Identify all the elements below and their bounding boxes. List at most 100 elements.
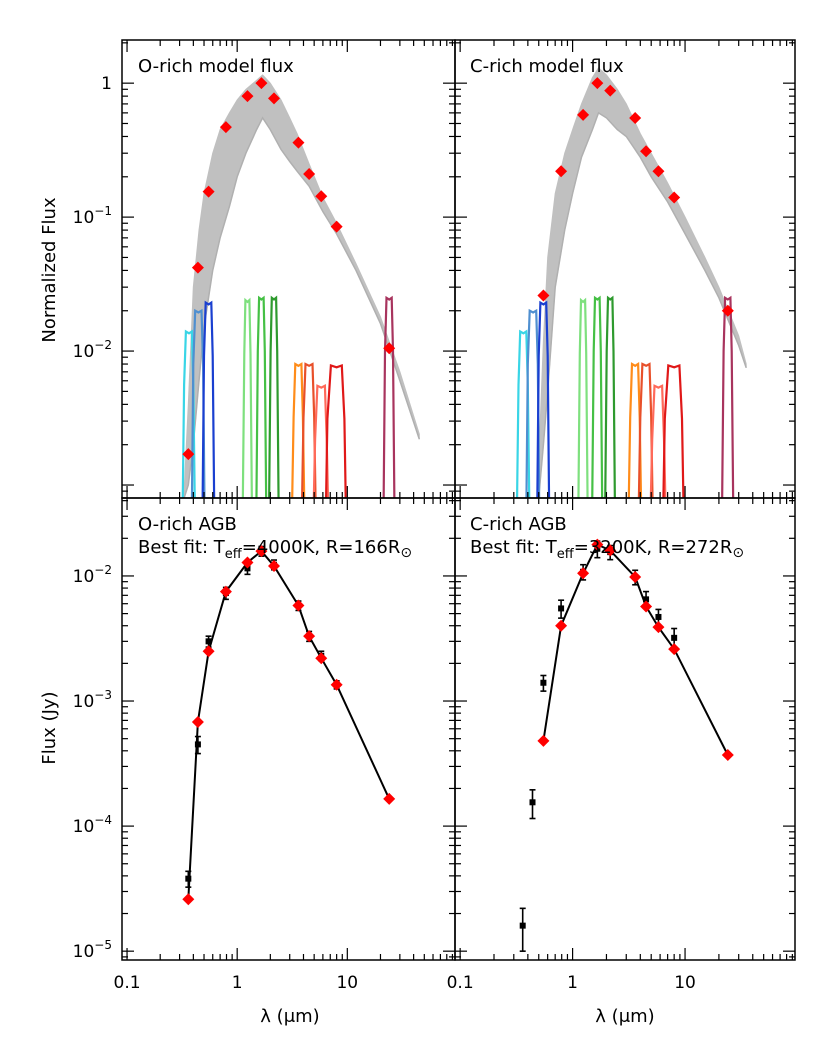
filter-curve-11 bbox=[721, 295, 735, 498]
model-photometry-point bbox=[182, 448, 195, 461]
observed-point bbox=[519, 922, 526, 929]
filter-curve-6 bbox=[604, 295, 616, 498]
model-photometry-point bbox=[268, 560, 281, 573]
model-photometry-point bbox=[383, 342, 396, 355]
filter-curve-8 bbox=[637, 362, 654, 498]
model-photometry-point bbox=[202, 185, 215, 198]
best-fit-bottom-left: Best fit: Teff=4000K, R=166R⊙ bbox=[138, 537, 412, 562]
model-photometry-point bbox=[629, 111, 642, 124]
sun-symbol: ⊙ bbox=[732, 545, 744, 561]
y-tick-label: 1 bbox=[101, 74, 112, 94]
model-photometry-point bbox=[202, 645, 215, 658]
y-tick-label: 10−1 bbox=[73, 204, 112, 228]
y-tick-label: 10−5 bbox=[73, 938, 112, 962]
observed-point bbox=[655, 613, 662, 620]
panel-title-top-right: C-rich model flux bbox=[470, 56, 624, 77]
model-photometry-point bbox=[330, 220, 343, 233]
model-photometry-point bbox=[182, 893, 195, 906]
x-tick-label: 1 bbox=[567, 973, 578, 993]
model-photometry-point bbox=[640, 145, 653, 158]
filter-curve-6 bbox=[268, 295, 280, 498]
panel-title-bottom-right: C-rich AGB bbox=[470, 514, 567, 535]
model-photometry-point bbox=[591, 77, 604, 90]
x-tick-label: 1 bbox=[232, 973, 243, 993]
model-photometry-point bbox=[537, 289, 550, 302]
plot-area bbox=[181, 74, 421, 498]
panel-c-rich-agb: 0.1 1 10 bbox=[447, 497, 796, 993]
y-tick-label: 10−3 bbox=[73, 688, 112, 712]
panel-title-top-left: O-rich model flux bbox=[138, 56, 294, 77]
observed-point bbox=[671, 634, 678, 641]
model-photometry-point bbox=[577, 567, 590, 580]
panel-o-rich-agb: 0.1 1 10 10−2 10−3 10−4 10−5 bbox=[73, 497, 456, 993]
filter-curve-3 bbox=[201, 300, 216, 498]
fit-values: =3200K, R=272R bbox=[574, 537, 733, 558]
model-photometry-point bbox=[383, 792, 396, 805]
panel-o-rich-model-flux: 1 10−1 10−2 bbox=[73, 39, 456, 499]
model-photometry-point bbox=[652, 165, 665, 178]
model-photometry-point bbox=[315, 652, 328, 665]
model-photometry-point bbox=[629, 571, 642, 584]
y-tick-label: 10−2 bbox=[73, 563, 112, 587]
panel-title-bottom-left: O-rich AGB bbox=[138, 514, 237, 535]
panel-c-rich-model-flux bbox=[454, 39, 796, 499]
model-sed-line bbox=[542, 543, 729, 756]
model-photometry-point bbox=[191, 261, 204, 274]
filter-curve-4 bbox=[241, 297, 253, 498]
model-photometry-point bbox=[604, 84, 617, 97]
model-photometry-point bbox=[668, 191, 681, 204]
axes-frame bbox=[121, 39, 456, 499]
model-photometry-point bbox=[219, 121, 232, 134]
model-photometry-point bbox=[537, 734, 550, 747]
y-axis-title-bottom: Flux (Jy) bbox=[39, 691, 60, 764]
y-tick-label: 10−2 bbox=[73, 338, 112, 362]
model-photometry-point bbox=[315, 190, 328, 203]
fit-prefix: Best fit: T bbox=[138, 537, 226, 558]
filter-curve-8 bbox=[301, 362, 317, 498]
observed-point bbox=[643, 596, 650, 603]
teff-subscript: eff bbox=[225, 547, 243, 562]
model-photometry-point bbox=[604, 544, 617, 557]
x-tick-label: 0.1 bbox=[114, 973, 141, 993]
x-tick-label: 0.1 bbox=[447, 973, 474, 993]
model-photometry-point bbox=[577, 108, 590, 121]
model-photometry-point bbox=[292, 136, 305, 149]
observed-point bbox=[529, 799, 536, 806]
y-axis-title-top: Normalized Flux bbox=[39, 197, 60, 343]
teff-subscript: eff bbox=[557, 547, 575, 562]
model-spectrum-line bbox=[537, 111, 747, 498]
model-photometry-point bbox=[721, 304, 734, 317]
plot-area bbox=[182, 545, 396, 906]
observed-point bbox=[558, 605, 565, 612]
model-photometry-point bbox=[255, 545, 268, 558]
model-photometry-point bbox=[668, 643, 681, 656]
filter-curve-5 bbox=[255, 295, 268, 498]
model-photometry-point bbox=[241, 90, 254, 103]
best-fit-bottom-right: Best fit: Teff=3200K, R=272R⊙ bbox=[470, 537, 744, 562]
model-photometry-point bbox=[255, 77, 268, 90]
model-photometry-point bbox=[330, 678, 343, 691]
fit-prefix: Best fit: T bbox=[470, 537, 558, 558]
observed-point bbox=[540, 679, 547, 686]
model-photometry-point bbox=[241, 556, 254, 569]
x-axis-title-right: λ (μm) bbox=[595, 1006, 654, 1027]
filter-curve-4 bbox=[577, 297, 589, 498]
model-photometry-point bbox=[652, 621, 665, 634]
observed-point bbox=[205, 638, 212, 645]
filter-curve-10 bbox=[324, 363, 347, 498]
model-photometry-point bbox=[591, 538, 604, 551]
y-tick-label: 10−4 bbox=[73, 813, 112, 837]
filter-curve-5 bbox=[591, 295, 604, 498]
model-photometry-point bbox=[219, 585, 232, 598]
model-photometry-point bbox=[640, 600, 653, 613]
model-photometry-point bbox=[721, 749, 734, 762]
model-photometry-point bbox=[303, 630, 316, 643]
fit-values: =4000K, R=166R bbox=[242, 537, 401, 558]
filter-curve-3 bbox=[536, 300, 551, 498]
model-photometry-point bbox=[191, 715, 204, 728]
model-photometry-point bbox=[268, 92, 281, 105]
model-photometry-point bbox=[292, 599, 305, 612]
plot-area bbox=[515, 67, 747, 498]
model-sed-line bbox=[187, 549, 391, 900]
